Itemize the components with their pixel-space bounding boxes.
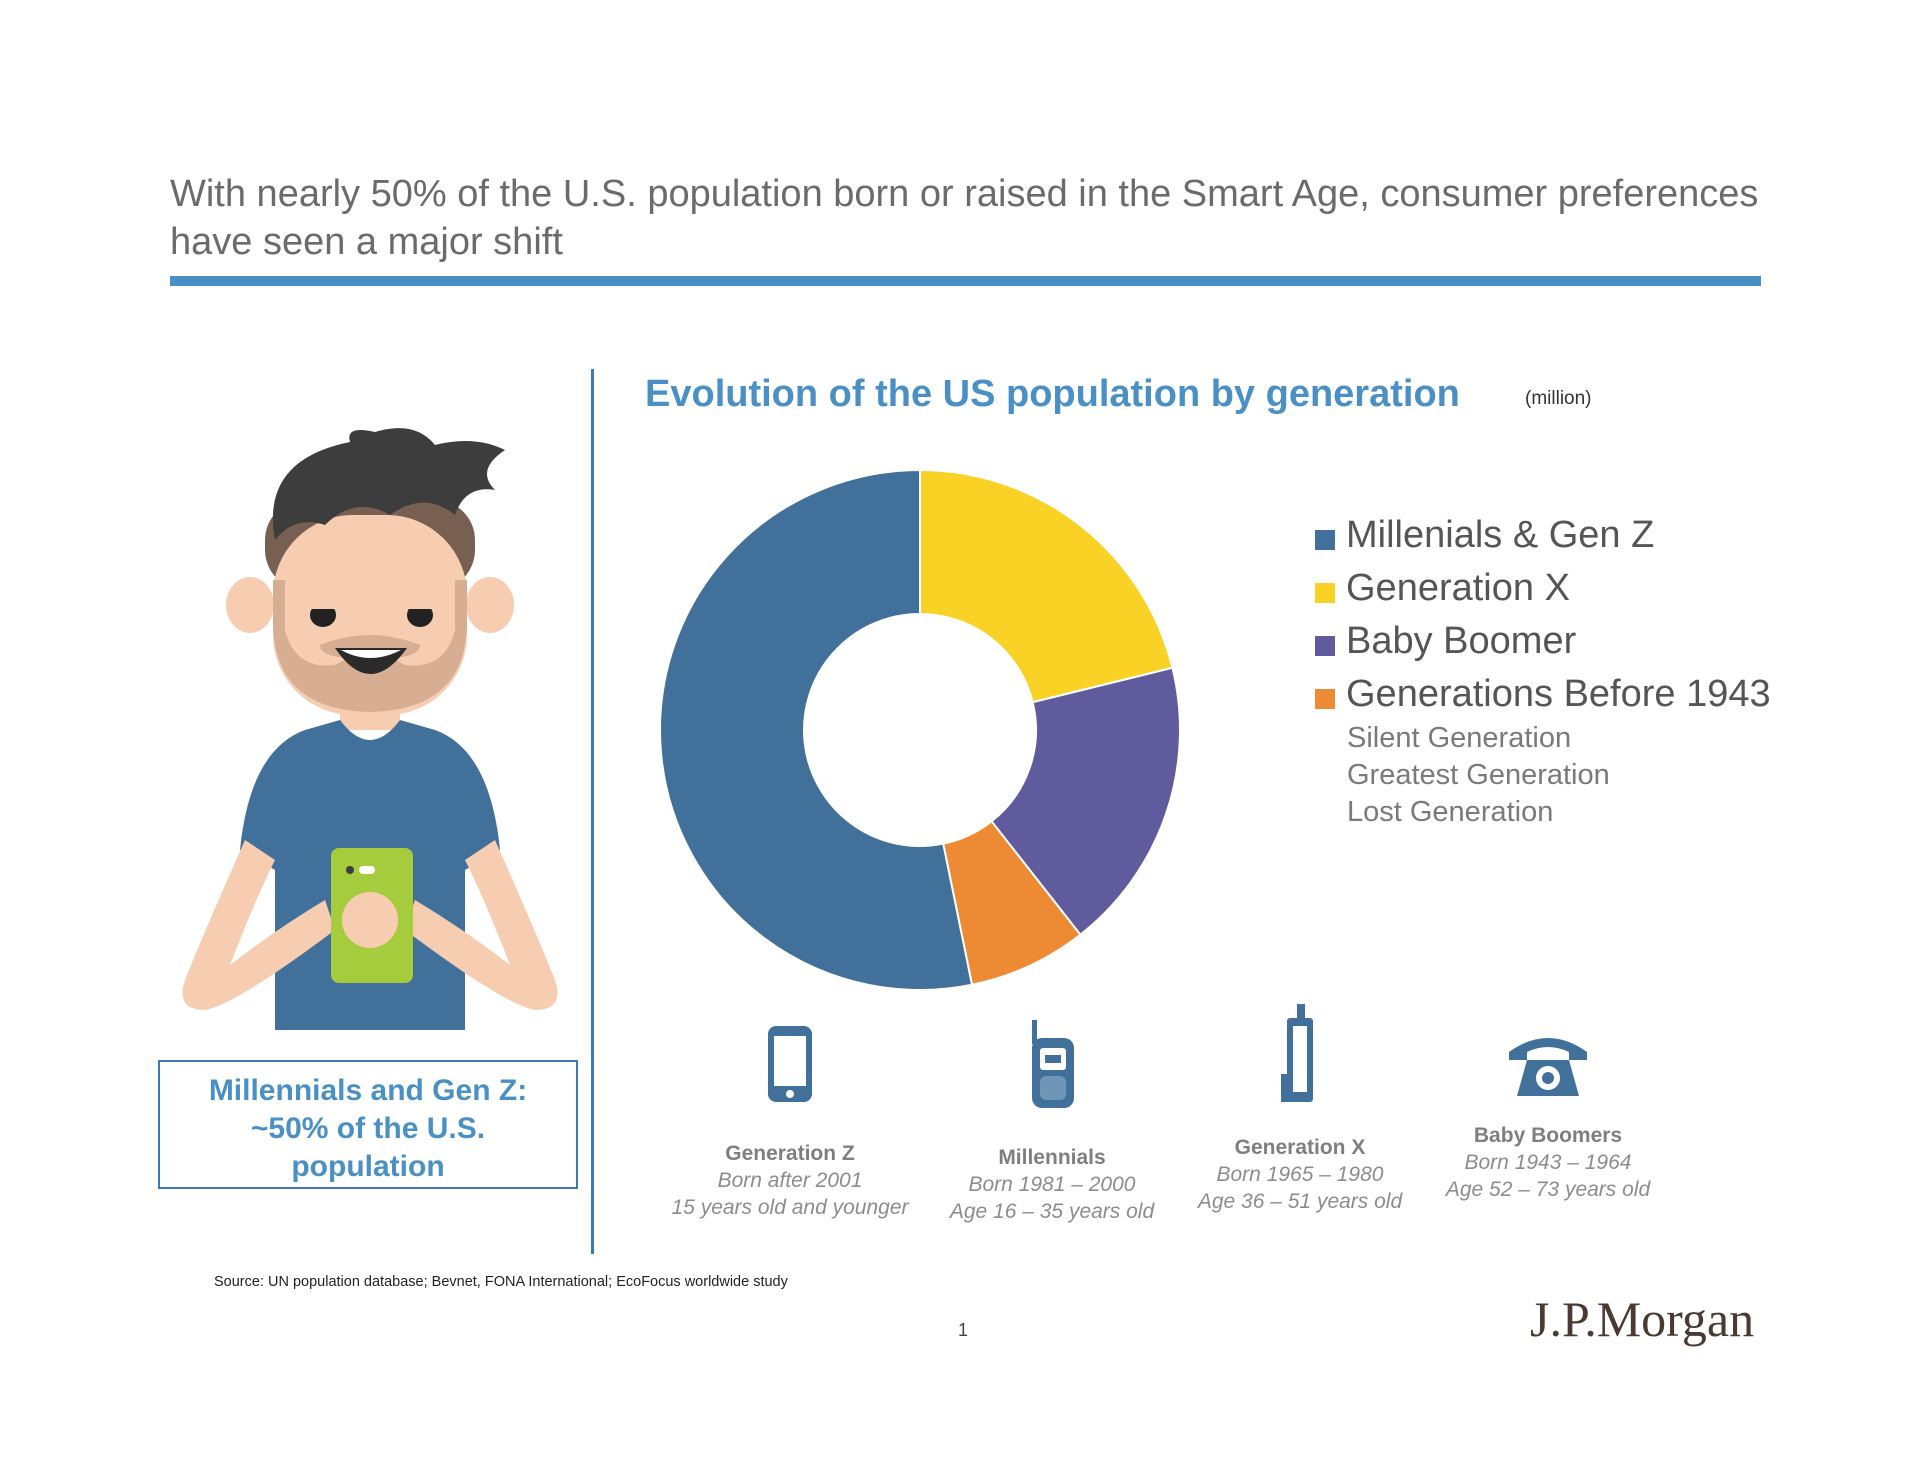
legend-swatch <box>1315 583 1335 603</box>
rotary-phone-icon <box>1509 1038 1587 1096</box>
flip-phone-icon <box>1032 1020 1074 1108</box>
legend-item: Millenials & Gen Z <box>1315 510 1875 563</box>
generation-name: Baby Boomers <box>1473 1124 1623 1147</box>
legend-item: Generation X <box>1315 563 1875 616</box>
legend-swatch <box>1315 689 1335 709</box>
chart-unit: (million) <box>1525 388 1592 409</box>
baby-boomers-column: Baby Boomers Born 1943 – 1964 Age 52 – 7… <box>1418 1030 1678 1203</box>
legend-item: Baby Boomer <box>1315 616 1875 669</box>
generation-name: Generation X <box>1234 1136 1366 1159</box>
legend-subitem: Greatest Generation <box>1347 759 1610 791</box>
callout-line: population <box>291 1150 445 1183</box>
source-note: Source: UN population database; Bevnet, … <box>214 1274 788 1290</box>
legend-subitem: Lost Generation <box>1347 796 1554 828</box>
generation-age: Age 52 – 73 years old <box>1445 1178 1651 1201</box>
page-number: 1 <box>958 1320 969 1340</box>
generation-age: Age 36 – 51 years old <box>1197 1190 1403 1213</box>
generation-age: Age 16 – 35 years old <box>949 1200 1155 1223</box>
legend-swatch <box>1315 530 1335 550</box>
millennials-column: Millennials Born 1981 – 2000 Age 16 – 35… <box>922 1020 1182 1225</box>
vertical-divider <box>591 369 594 1254</box>
generation-name: Generation Z <box>725 1142 855 1165</box>
generation-z-column: Generation Z Born after 2001 15 years ol… <box>660 1020 920 1221</box>
generation-name: Millennials <box>998 1146 1106 1169</box>
donut-slice-generation-x <box>919 468 1174 704</box>
headline-rule <box>170 276 1761 286</box>
legend-item: Generations Before 1943 <box>1315 669 1875 722</box>
donut-chart <box>659 468 1181 991</box>
jpmorgan-logo: J.P.Morgan <box>1530 1291 1755 1347</box>
chart-legend: Millenials & Gen Z Generation X Baby Boo… <box>1315 510 1875 722</box>
legend-label: Baby Boomer <box>1346 620 1577 662</box>
legend-swatch <box>1315 636 1335 656</box>
legend-label: Generation X <box>1346 567 1570 609</box>
person-with-phone-illustration <box>182 428 558 1030</box>
legend-sublist: Silent Generation Greatest Generation Lo… <box>1347 720 1610 831</box>
generation-born: Born 1981 – 2000 <box>968 1173 1136 1196</box>
generation-x-column: Generation X Born 1965 – 1980 Age 36 – 5… <box>1170 1004 1430 1215</box>
page-headline: With nearly 50% of the U.S. population b… <box>170 173 1759 263</box>
generation-born: Born after 2001 <box>717 1169 863 1192</box>
legend-subitem: Silent Generation <box>1347 722 1572 754</box>
donut-slice-baby-boomer <box>990 666 1181 937</box>
smartphone-icon <box>768 1026 812 1102</box>
callout-box: Millennials and Gen Z: ~50% of the U.S. … <box>158 1060 578 1189</box>
chart-title: Evolution of the US population by genera… <box>645 373 1460 415</box>
generation-born: Born 1943 – 1964 <box>1464 1151 1632 1174</box>
generation-born: Born 1965 – 1980 <box>1216 1163 1384 1186</box>
legend-label: Millenials & Gen Z <box>1346 514 1655 556</box>
callout-line: Millennials and Gen Z: <box>208 1074 528 1107</box>
brick-phone-icon <box>1281 1004 1313 1102</box>
callout-text: Millennials and Gen Z: ~50% of the U.S. … <box>160 1072 576 1186</box>
callout-line: ~50% of the U.S. <box>250 1112 486 1145</box>
generation-age: 15 years old and younger <box>671 1196 909 1219</box>
legend-label: Generations Before 1943 <box>1346 673 1771 715</box>
donut-slice-millenials-gen-z <box>659 468 974 991</box>
